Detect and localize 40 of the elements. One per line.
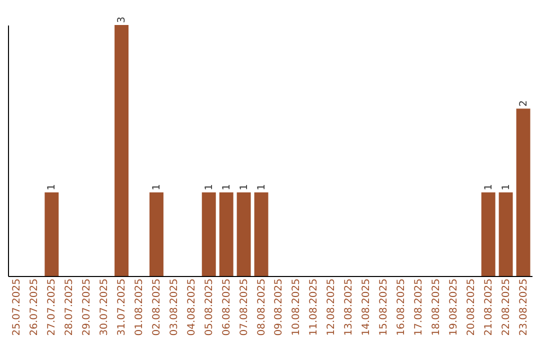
data-label: 1 bbox=[256, 184, 268, 190]
x-tick-label: 08.08.2025 bbox=[256, 278, 268, 336]
data-label: 1 bbox=[151, 184, 162, 190]
data-label: 1 bbox=[483, 184, 494, 190]
x-tick-label: 30.07.2025 bbox=[99, 278, 110, 336]
x-tick-label: 18.08.2025 bbox=[430, 278, 442, 336]
data-label: 1 bbox=[204, 184, 215, 190]
x-tick-label: 02.08.2025 bbox=[151, 278, 162, 336]
data-label: 1 bbox=[500, 184, 512, 190]
x-tick-label: 26.07.2025 bbox=[29, 278, 40, 336]
x-tick-label: 22.08.2025 bbox=[500, 278, 512, 336]
x-tick-label: 11.08.2025 bbox=[308, 278, 320, 336]
x-tick-label: 14.08.2025 bbox=[361, 278, 372, 336]
x-tick-label: 21.08.2025 bbox=[483, 278, 494, 336]
x-tick-label: 03.08.2025 bbox=[168, 278, 180, 336]
x-tick-label: 29.07.2025 bbox=[82, 278, 93, 336]
data-label: 2 bbox=[518, 100, 530, 107]
x-tick-label: 19.08.2025 bbox=[448, 278, 460, 336]
x-tick-label: 27.07.2025 bbox=[46, 278, 58, 336]
data-label: 3 bbox=[116, 16, 128, 23]
x-tick-label: 01.08.2025 bbox=[134, 278, 145, 336]
x-tick-label: 25.07.2025 bbox=[12, 278, 23, 336]
x-tick-label: 20.08.2025 bbox=[466, 278, 477, 336]
x-tick-label: 10.08.2025 bbox=[291, 278, 302, 336]
x-tick-label: 17.08.2025 bbox=[413, 278, 424, 336]
x-tick-label: 16.08.2025 bbox=[396, 278, 407, 336]
x-tick-label: 09.08.2025 bbox=[274, 278, 285, 336]
x-tick-label: 15.08.2025 bbox=[378, 278, 390, 336]
x-tick-label: 23.08.2025 bbox=[518, 278, 530, 336]
x-tick-label: 05.08.2025 bbox=[204, 278, 215, 336]
data-label: 1 bbox=[238, 184, 250, 190]
x-tick-label: 28.07.2025 bbox=[64, 278, 76, 336]
x-tick-label: 07.08.2025 bbox=[238, 278, 250, 336]
data-label: 1 bbox=[46, 184, 58, 190]
x-tick-label: 31.07.2025 bbox=[116, 278, 128, 336]
x-tick-label: 13.08.2025 bbox=[344, 278, 355, 336]
x-tick-label: 06.08.2025 bbox=[221, 278, 232, 336]
x-tick-label: 04.08.2025 bbox=[186, 278, 198, 336]
data-label: 1 bbox=[221, 184, 232, 190]
x-tick-label: 12.08.2025 bbox=[326, 278, 338, 336]
